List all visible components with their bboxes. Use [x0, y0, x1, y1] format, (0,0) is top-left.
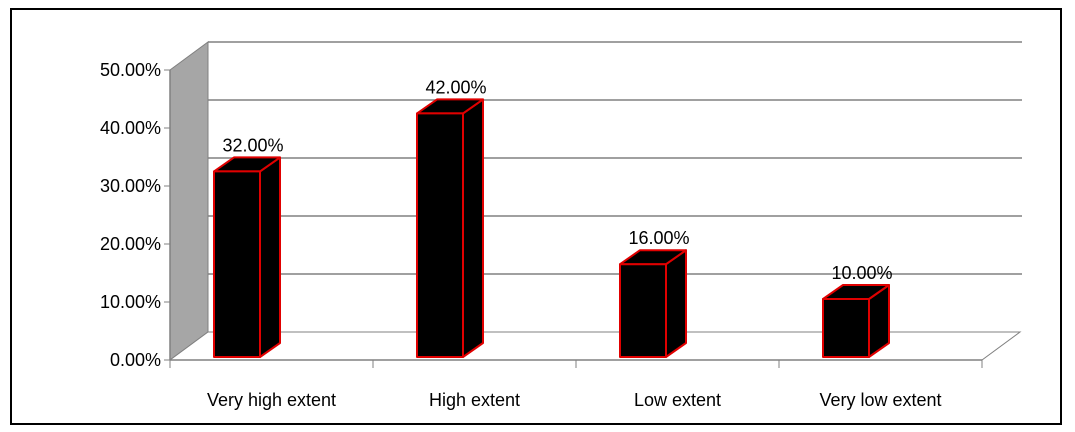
bar: [619, 249, 687, 359]
chart-walls: [168, 41, 1022, 361]
y-tick-label: 30.00%: [100, 176, 161, 196]
bar-front: [416, 112, 464, 359]
bar-side: [665, 249, 687, 358]
bar-side: [259, 156, 281, 358]
bar: [213, 156, 281, 358]
bars: [213, 98, 890, 359]
floor: [168, 331, 1022, 361]
gridlines: [208, 41, 1022, 275]
bar: [822, 284, 890, 358]
bar-front: [619, 263, 667, 359]
x-tick-label: Low extent: [634, 390, 721, 410]
bar: [416, 98, 484, 359]
x-tick-label: Very high extent: [207, 390, 336, 410]
y-tick-label: 0.00%: [110, 350, 161, 370]
data-label: 16.00%: [628, 228, 689, 248]
side-wall: [169, 41, 209, 361]
x-tick-label: High extent: [429, 390, 520, 410]
bar-side: [462, 98, 484, 358]
y-tick-label: 50.00%: [100, 60, 161, 80]
y-axis-tick-labels: 0.00% 10.00% 20.00% 30.00% 40.00% 50.00%: [100, 60, 161, 370]
data-labels: 32.00% 42.00% 16.00% 10.00%: [222, 77, 892, 283]
x-axis-tick-labels: Very high extent High extent Low extent Ver…: [207, 390, 942, 410]
data-label: 10.00%: [831, 263, 892, 283]
data-label: 42.00%: [425, 77, 486, 97]
y-tick-label: 20.00%: [100, 234, 161, 254]
bar-front: [822, 298, 870, 358]
x-tick-label: Very low extent: [819, 390, 941, 410]
bar-front: [213, 170, 261, 358]
y-tick-label: 40.00%: [100, 118, 161, 138]
y-tick-label: 10.00%: [100, 292, 161, 312]
axes: [164, 42, 983, 368]
data-label: 32.00%: [222, 135, 283, 155]
